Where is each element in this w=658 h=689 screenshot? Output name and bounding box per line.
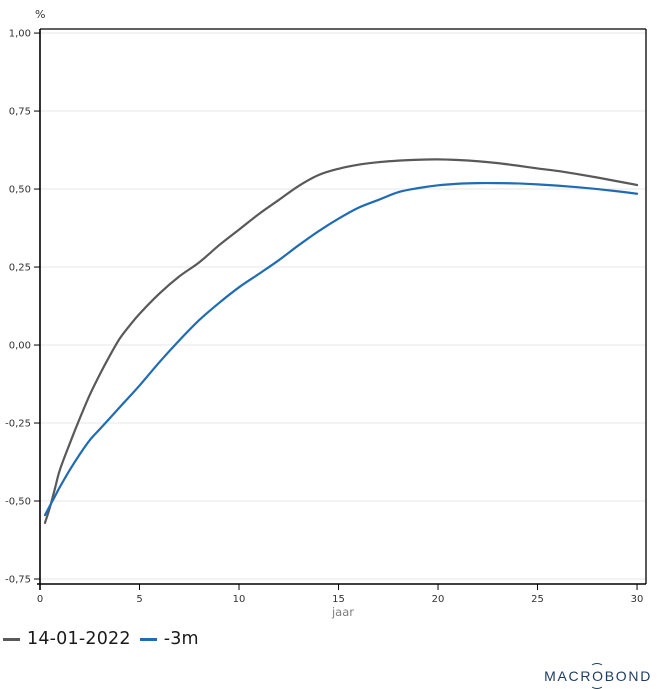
macrobond-logo-text-left: MACR (544, 668, 593, 684)
series2-label: -3m (163, 629, 199, 649)
x-tick-label: 5 (136, 594, 142, 605)
legend-item-series1: 14-01-2022 (3, 629, 131, 649)
yield-curve-chart: 1,00 0,75 0,50 0,25 0,00 -0,25 -0,50 -0,75 0 5 10 1… (5, 8, 647, 619)
x-tick-label: 30 (631, 594, 644, 605)
y-axis-unit-label: % (35, 8, 45, 21)
y-tick-label: 0,00 (9, 341, 31, 352)
series1-line-swatch (3, 637, 20, 641)
series-line-2 (43, 181, 639, 517)
x-tick-label: 15 (332, 594, 345, 605)
x-axis-title: jaar (331, 605, 354, 619)
x-tick-label: 25 (531, 594, 544, 605)
series2-line-swatch (139, 637, 157, 641)
macrobond-logo-text-right: BOND (604, 668, 652, 684)
y-tick-label: -0,75 (5, 575, 31, 586)
y-tick-label: 0,25 (9, 263, 31, 274)
legend: 14-01-2022 -3m (3, 629, 199, 649)
y-tick-label: -0,25 (5, 419, 31, 430)
y-tick-label: 0,75 (9, 107, 31, 118)
y-tick-label: 1,00 (9, 29, 31, 40)
x-tick-label: 10 (233, 594, 246, 605)
legend-item-series2: -3m (139, 629, 199, 649)
y-tick-label: 0,50 (9, 185, 31, 196)
y-tick-label: -0,50 (5, 497, 31, 508)
x-tick-label: 20 (432, 594, 445, 605)
macrobond-logo-orbit-o: O (590, 663, 605, 689)
series1-label: 14-01-2022 (27, 629, 131, 649)
macrobond-logo: MACR O BOND (544, 663, 652, 689)
x-tick-label: 0 (37, 594, 43, 605)
series-line-1 (43, 158, 639, 524)
